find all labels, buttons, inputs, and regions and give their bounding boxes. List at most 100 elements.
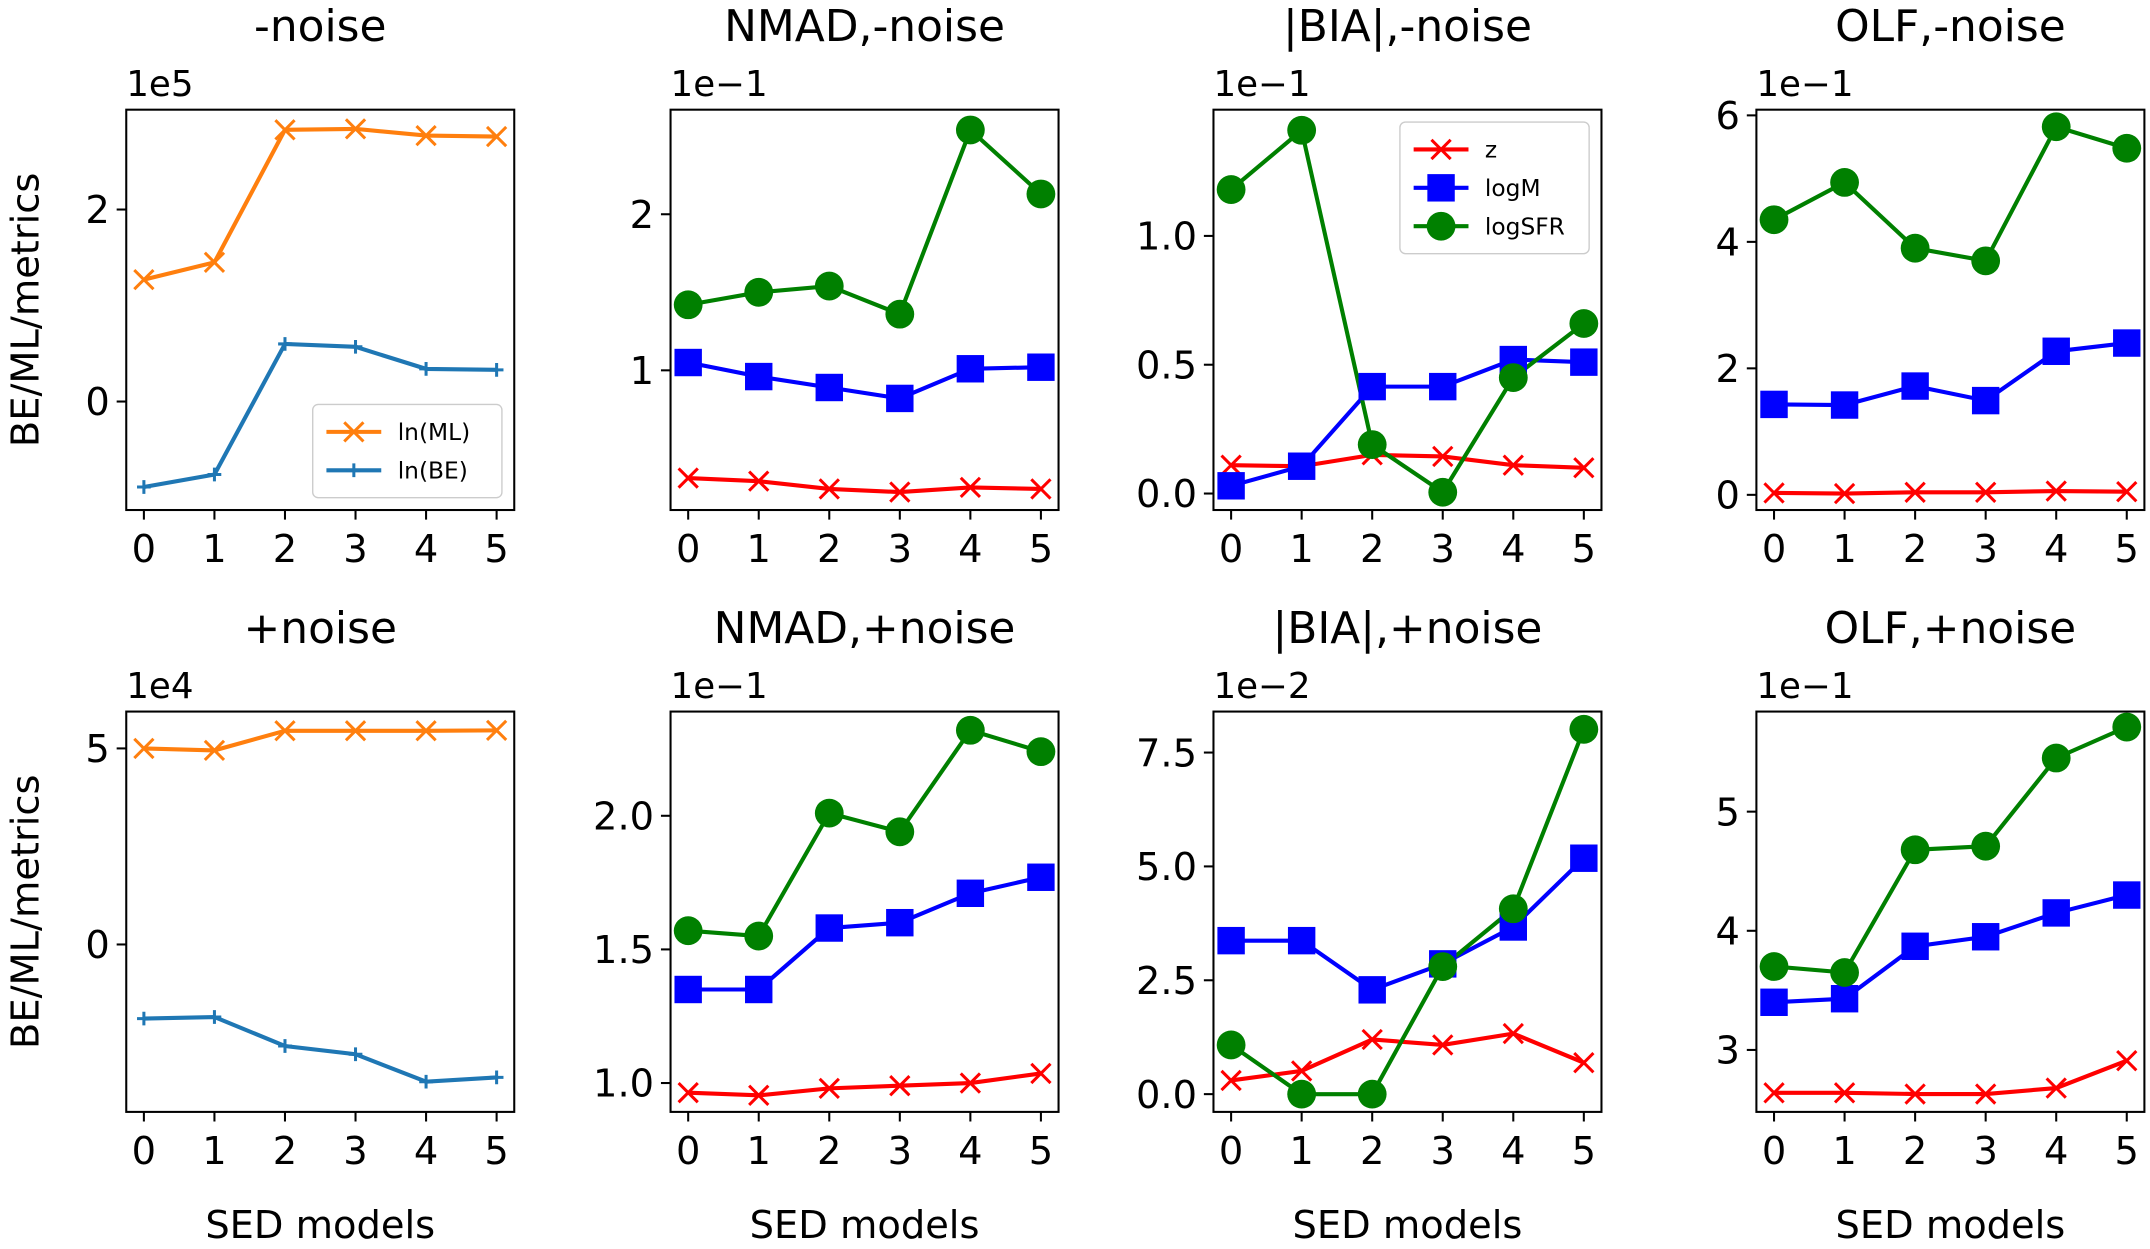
x-axis-label: SED models bbox=[1293, 1203, 1523, 1248]
point bbox=[207, 467, 222, 482]
point bbox=[1429, 372, 1457, 401]
point bbox=[489, 1070, 504, 1085]
x-tick-label: 1 bbox=[1832, 527, 1856, 572]
point bbox=[1287, 926, 1316, 955]
x-tick-label: 1 bbox=[202, 1129, 226, 1174]
series-line bbox=[687, 126, 1043, 317]
x-tick-label: 5 bbox=[484, 1129, 508, 1174]
point bbox=[1975, 1083, 1997, 1105]
x-tick-label: 5 bbox=[1572, 527, 1596, 572]
y-tick-label: 1.0 bbox=[1136, 215, 1197, 260]
point bbox=[674, 975, 702, 1004]
point bbox=[1361, 1028, 1383, 1051]
axes-frame bbox=[1212, 108, 1603, 512]
point bbox=[1026, 737, 1056, 767]
panel-title: OLF,+noise bbox=[1825, 603, 2077, 654]
x-tick-label: 5 bbox=[2115, 1129, 2139, 1174]
point bbox=[1357, 430, 1387, 459]
point bbox=[886, 908, 914, 937]
point bbox=[1971, 923, 2000, 951]
point bbox=[207, 1010, 222, 1024]
point bbox=[959, 476, 982, 499]
point bbox=[2042, 899, 2070, 927]
point bbox=[137, 1011, 151, 1026]
x-tick-label: 2 bbox=[817, 527, 841, 572]
x-tick-label: 1 bbox=[747, 1129, 771, 1174]
y-tick-label: 2.0 bbox=[593, 794, 654, 839]
point bbox=[348, 339, 363, 354]
point bbox=[1217, 926, 1245, 955]
point bbox=[2112, 133, 2142, 163]
axes-frame bbox=[1755, 108, 2146, 512]
y-tick-label: 0 bbox=[85, 380, 109, 425]
point bbox=[2113, 329, 2141, 357]
y-tick-label: 4 bbox=[1716, 221, 1740, 266]
point bbox=[278, 337, 292, 351]
point bbox=[2041, 743, 2071, 773]
offset-label: 1e−1 bbox=[1213, 64, 1310, 105]
x-axis-label: SED models bbox=[205, 1203, 435, 1248]
point bbox=[818, 478, 840, 500]
point bbox=[1358, 372, 1386, 401]
x-tick-label: 0 bbox=[676, 527, 700, 572]
point bbox=[1763, 482, 1785, 504]
point bbox=[2113, 881, 2141, 909]
point bbox=[1759, 952, 1789, 981]
x-tick-label: 0 bbox=[676, 1129, 700, 1174]
x-tick-label: 4 bbox=[958, 1129, 982, 1174]
x-tick-label: 0 bbox=[132, 527, 156, 572]
axes-frame bbox=[125, 710, 516, 1113]
point bbox=[1971, 831, 2001, 861]
panel-title: NMAD,-noise bbox=[724, 1, 1005, 52]
series-line bbox=[1774, 488, 2127, 496]
y-tick-label: 4 bbox=[1716, 910, 1740, 955]
legend-label: logM bbox=[1485, 175, 1541, 202]
point bbox=[1358, 976, 1386, 1004]
x-tick-label: 5 bbox=[1029, 527, 1053, 572]
x-tick-label: 3 bbox=[343, 527, 367, 572]
plot-area bbox=[143, 728, 497, 1084]
point bbox=[415, 720, 437, 742]
point bbox=[677, 467, 699, 489]
plot-area bbox=[687, 126, 1043, 495]
y-tick-label: 2 bbox=[630, 193, 654, 238]
point bbox=[203, 251, 226, 273]
x-tick-label: 4 bbox=[2044, 527, 2068, 572]
offset-label: 1e5 bbox=[126, 64, 193, 105]
point bbox=[1904, 1083, 1926, 1105]
panel-title: |BIA|,+noise bbox=[1273, 603, 1543, 654]
x-tick-label: 3 bbox=[1973, 527, 1997, 572]
y-tick-label: 1 bbox=[630, 349, 654, 394]
point bbox=[815, 373, 843, 402]
axes-frame bbox=[125, 108, 516, 512]
legend-marker bbox=[1426, 211, 1456, 241]
plot-area bbox=[1773, 124, 2128, 496]
point bbox=[485, 125, 508, 148]
point bbox=[1573, 457, 1595, 479]
point bbox=[1975, 481, 1997, 503]
x-tick-label: 0 bbox=[132, 1129, 156, 1174]
series-line bbox=[1773, 893, 2128, 1005]
y-tick-label: 0.0 bbox=[1136, 1073, 1197, 1118]
y-tick-label: 5 bbox=[85, 727, 109, 772]
x-axis-label: SED models bbox=[750, 1203, 980, 1248]
point bbox=[1217, 472, 1245, 500]
point bbox=[133, 737, 155, 760]
point bbox=[1428, 477, 1458, 507]
series-line bbox=[143, 341, 497, 490]
point bbox=[748, 1084, 770, 1106]
series-line bbox=[1773, 124, 2128, 264]
y-tick-label: 2.5 bbox=[1136, 959, 1197, 1004]
y-tick-label: 5.0 bbox=[1136, 845, 1197, 890]
point bbox=[2042, 337, 2070, 365]
point bbox=[1763, 1082, 1785, 1104]
series-line bbox=[1230, 1031, 1585, 1083]
point bbox=[1027, 353, 1055, 381]
x-tick-label: 1 bbox=[747, 527, 771, 572]
point bbox=[1287, 452, 1316, 480]
y-axis-label: BE/ML/metrics bbox=[4, 173, 49, 448]
point bbox=[419, 1074, 433, 1089]
point bbox=[2045, 1077, 2067, 1099]
point bbox=[1904, 481, 1926, 503]
point bbox=[274, 119, 296, 141]
